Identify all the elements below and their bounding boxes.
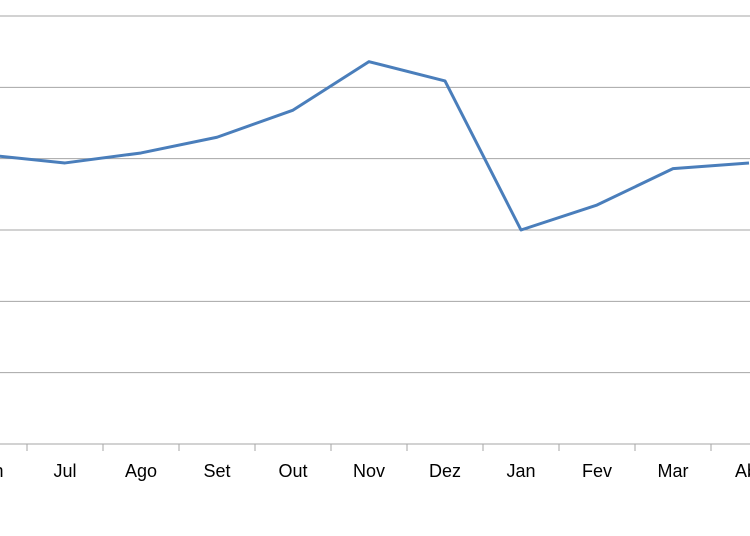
x-tick-label: Mar — [658, 461, 689, 481]
x-tick-label: Jun — [0, 461, 4, 481]
x-tick-label: Set — [203, 461, 230, 481]
data-line — [0, 60, 750, 232]
x-tick-label: Out — [278, 461, 307, 481]
x-tick-label: Jan — [506, 461, 535, 481]
x-tick-label: Fev — [582, 461, 612, 481]
x-tick-label: Abr — [735, 461, 750, 481]
x-tick-label: Dez — [429, 461, 461, 481]
x-tick-label: Nov — [353, 461, 385, 481]
x-tick-label: Ago — [125, 461, 157, 481]
x-tick-label: Jul — [53, 461, 76, 481]
